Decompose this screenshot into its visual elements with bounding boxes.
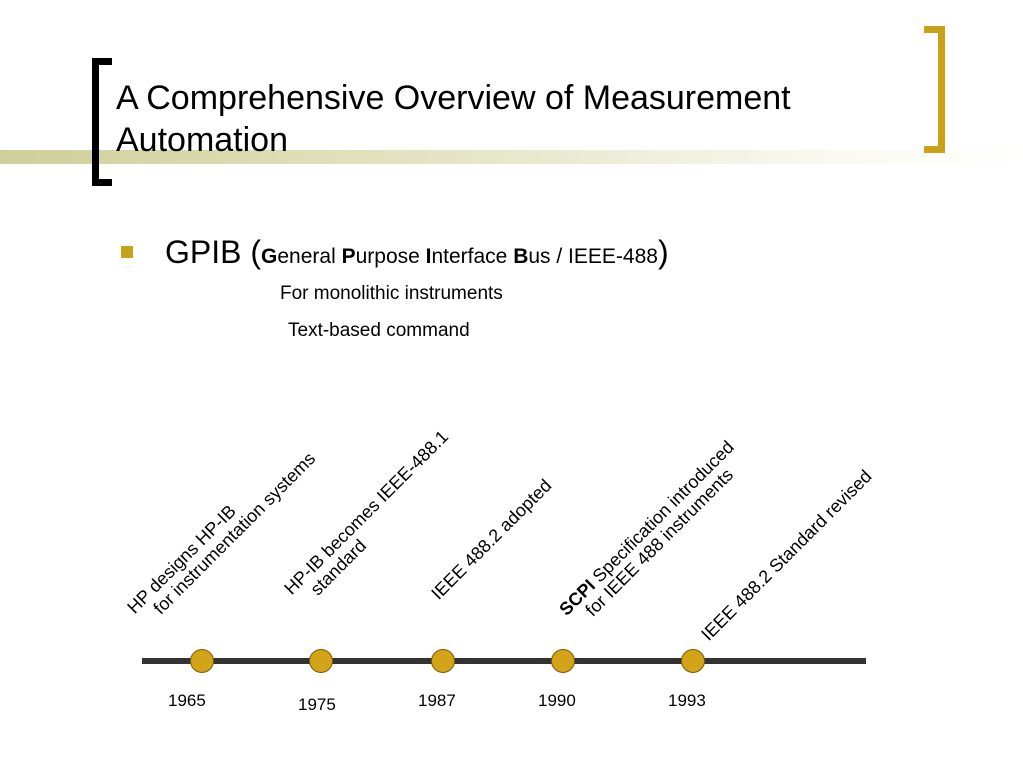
bullet-gpib: GPIB (General Purpose Interface Bus / IE…: [165, 232, 669, 279]
event-1987-line1: IEEE 488.2 adopted: [427, 475, 556, 604]
timeline-dot-1990: [551, 649, 575, 673]
bullet-square-icon: [121, 246, 133, 258]
bullet-prefix: GPIB (: [165, 234, 262, 270]
year-label-1987: 1987: [418, 691, 456, 710]
slide-title: A Comprehensive Overview of Measurement …: [116, 79, 791, 159]
acronym-initial-g: G: [261, 245, 278, 268]
event-1993-line1: IEEE 488.2 Standard revised: [697, 466, 876, 645]
year-label-1965: 1965: [168, 691, 206, 710]
acronym-rest-i: nterface: [431, 245, 514, 268]
acronym-initial-b: B: [513, 245, 529, 268]
sub-item-text-command: Text-based command: [288, 320, 470, 341]
timeline-dot-1975: [309, 649, 333, 673]
acronym-initial-i: I: [425, 245, 432, 268]
acronym-rest-b: us / IEEE-488: [528, 245, 658, 268]
year-label-1993: 1993: [668, 691, 706, 710]
acronym-rest-g: eneral: [277, 245, 342, 268]
event-1965-line1: HP designs HP-IB: [123, 500, 240, 618]
timeline-axis: [142, 658, 866, 664]
left-bracket: [92, 58, 112, 186]
timeline-dot-1965: [190, 649, 214, 673]
year-label-1975: 1975: [298, 695, 336, 714]
sub-item-monolithic: For monolithic instruments: [280, 283, 503, 304]
event-label-1990: SCPI Specification introduced for IEEE 4…: [555, 436, 751, 633]
event-1990-line1: Specification introduced: [585, 436, 738, 590]
right-bracket: [924, 26, 945, 153]
title-band: [0, 150, 1023, 164]
event-1965-line2: for instrumentation systems: [149, 448, 320, 619]
event-label-1987: IEEE 488.2 adopted: [427, 475, 556, 604]
timeline-dot-1993: [681, 649, 705, 673]
acronym-initial-p: P: [341, 245, 356, 268]
timeline-dot-1987: [431, 649, 455, 673]
acronym-rest-p: urpose: [355, 245, 426, 268]
year-label-1990: 1990: [538, 691, 576, 710]
event-label-1993: IEEE 488.2 Standard revised: [697, 466, 876, 645]
event-label-1965: HP designs HP-IB for instrumentation sys…: [123, 436, 320, 631]
bullet-suffix: ): [657, 234, 669, 270]
